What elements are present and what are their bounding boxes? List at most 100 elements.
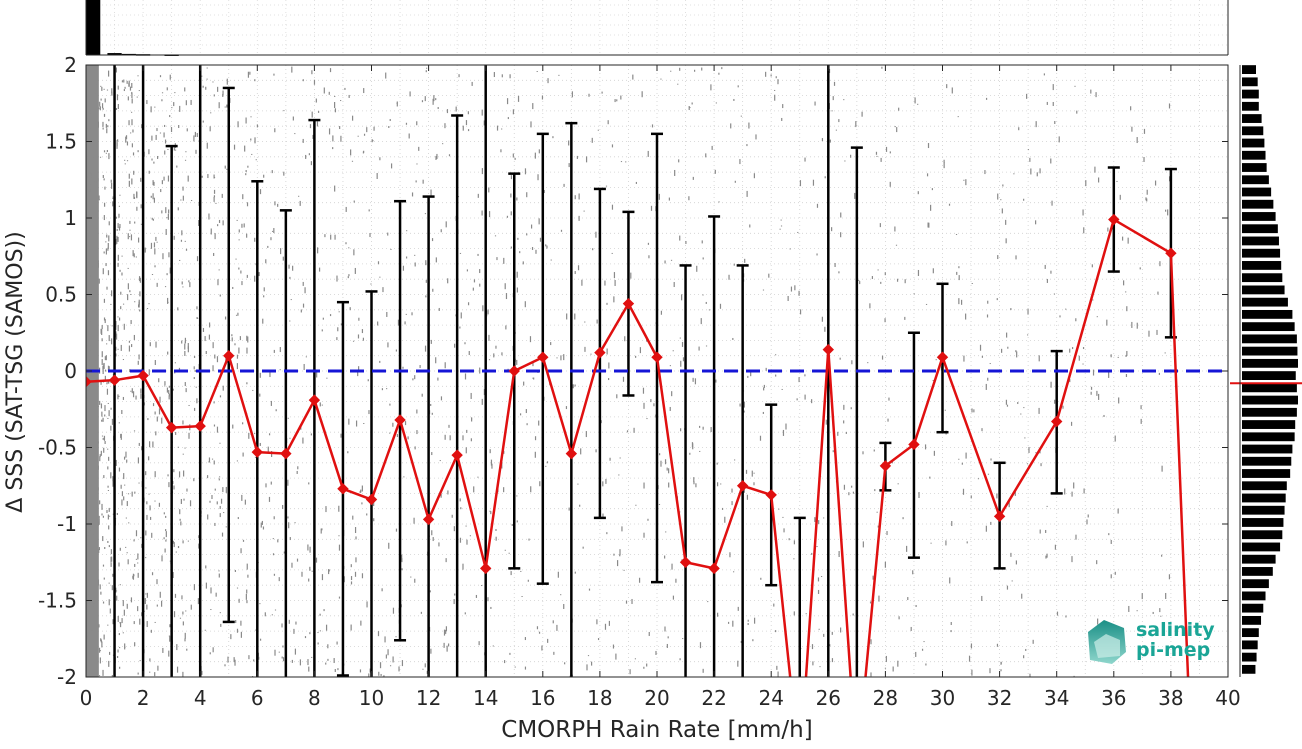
- scatter-point: [185, 100, 187, 106]
- scatter-point: [86, 127, 88, 129]
- scatter-point: [547, 638, 549, 643]
- scatter-point: [961, 462, 963, 465]
- scatter-point: [86, 335, 88, 340]
- scatter-point: [87, 326, 89, 330]
- scatter-point: [1069, 379, 1071, 383]
- scatter-point: [110, 182, 113, 189]
- scatter-point: [279, 347, 281, 353]
- scatter-point: [274, 609, 277, 611]
- scatter-point: [1032, 639, 1034, 644]
- scatter-point: [118, 226, 121, 231]
- scatter-point: [174, 593, 177, 598]
- scatter-point: [90, 166, 92, 168]
- scatter-point: [560, 355, 562, 361]
- scatter-point: [693, 481, 695, 485]
- scatter-point: [894, 226, 896, 232]
- side-histogram-bar: [1242, 309, 1293, 319]
- scatter-point: [469, 535, 471, 537]
- scatter-point: [604, 623, 607, 630]
- scatter-point: [186, 648, 188, 651]
- scatter-point: [625, 161, 627, 163]
- scatter-point: [592, 248, 594, 251]
- scatter-point: [840, 627, 842, 633]
- side-histogram-bar: [1242, 89, 1259, 99]
- scatter-point: [348, 418, 350, 425]
- scatter-point: [664, 260, 666, 264]
- mean-point: [108, 374, 121, 386]
- scatter-point: [435, 257, 437, 263]
- scatter-point: [1086, 519, 1088, 525]
- scatter-point: [254, 237, 256, 242]
- scatter-point: [86, 465, 88, 472]
- scatter-point: [86, 341, 89, 344]
- scatter-point: [118, 317, 121, 321]
- scatter-point: [906, 545, 908, 552]
- scatter-point: [316, 372, 318, 378]
- scatter-point: [161, 417, 163, 424]
- scatter-point: [86, 416, 88, 420]
- scatter-point: [131, 491, 133, 497]
- scatter-point: [90, 409, 92, 412]
- scatter-point: [131, 82, 133, 88]
- scatter-point: [366, 601, 368, 608]
- scatter-point: [245, 593, 247, 600]
- scatter-point: [1071, 491, 1073, 497]
- scatter-point: [134, 642, 136, 647]
- scatter-point: [237, 121, 239, 128]
- scatter-point: [86, 281, 88, 287]
- scatter-point: [987, 473, 990, 475]
- scatter-point: [734, 459, 736, 461]
- scatter-point: [794, 285, 796, 291]
- scatter-point: [140, 388, 142, 394]
- scatter-point: [259, 603, 261, 605]
- x-tick-label: 26: [816, 686, 841, 710]
- scatter-point: [838, 119, 840, 123]
- scatter-point: [188, 432, 190, 439]
- scatter-point: [126, 603, 128, 609]
- scatter-point: [322, 317, 324, 320]
- scatter-point: [125, 546, 127, 548]
- scatter-point: [165, 529, 167, 532]
- scatter-point: [183, 498, 185, 501]
- scatter-point: [99, 650, 102, 652]
- scatter-point: [884, 561, 886, 568]
- scatter-point: [86, 103, 88, 106]
- scatter-point: [327, 644, 329, 649]
- scatter-point: [781, 388, 783, 390]
- scatter-point: [128, 340, 131, 343]
- scatter-point: [116, 235, 118, 240]
- scatter-point: [927, 143, 930, 149]
- scatter-point: [98, 647, 101, 653]
- scatter-point: [88, 218, 90, 224]
- scatter-point: [852, 491, 855, 494]
- scatter-point: [1167, 209, 1169, 216]
- scatter-point: [563, 183, 565, 187]
- scatter-point: [165, 207, 167, 214]
- scatter-point: [246, 347, 248, 354]
- scatter-point: [290, 299, 292, 301]
- scatter-point: [246, 233, 248, 238]
- scatter-point: [1110, 354, 1112, 358]
- scatter-point: [149, 505, 151, 511]
- scatter-point: [679, 67, 681, 71]
- scatter-point: [174, 149, 177, 151]
- scatter-point: [490, 511, 492, 515]
- scatter-point: [86, 552, 88, 556]
- scatter-point: [304, 636, 307, 639]
- scatter-point: [107, 380, 109, 384]
- scatter-point: [117, 139, 119, 142]
- scatter-point: [86, 602, 88, 604]
- scatter-point: [1054, 120, 1056, 124]
- scatter-point: [355, 557, 357, 563]
- scatter-point: [185, 151, 187, 153]
- scatter-point: [185, 248, 188, 251]
- scatter-point: [87, 315, 89, 322]
- scatter-point: [92, 328, 95, 333]
- scatter-point: [86, 157, 88, 160]
- scatter-point: [107, 247, 109, 251]
- scatter-point: [107, 242, 109, 249]
- scatter-point: [353, 249, 355, 256]
- scatter-point: [317, 110, 320, 113]
- scatter-point: [93, 129, 96, 133]
- scatter-point: [105, 152, 107, 154]
